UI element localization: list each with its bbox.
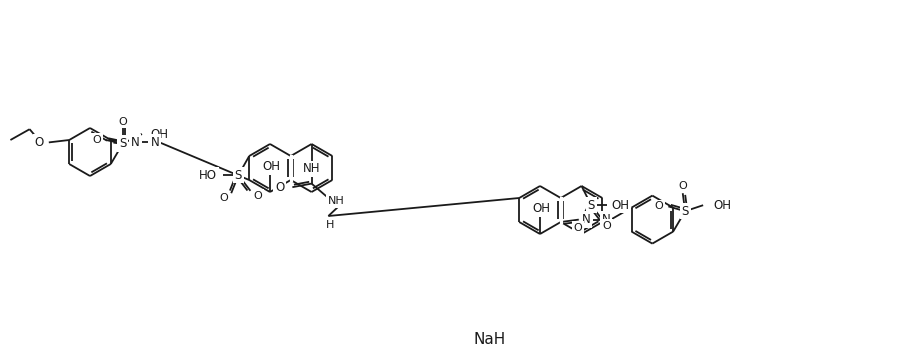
Text: S: S	[234, 169, 242, 182]
Text: O: O	[678, 181, 687, 191]
Text: S: S	[681, 205, 689, 218]
Text: O: O	[654, 201, 664, 211]
Text: S: S	[587, 199, 594, 212]
Text: O: O	[253, 191, 262, 201]
Text: H: H	[326, 220, 334, 230]
Text: O: O	[603, 221, 611, 231]
Text: OH: OH	[532, 203, 550, 216]
Text: OH: OH	[150, 127, 168, 140]
Text: O: O	[34, 136, 43, 149]
Text: O: O	[92, 135, 101, 145]
Text: O: O	[118, 117, 127, 127]
Text: HO: HO	[199, 169, 217, 182]
Text: N: N	[602, 213, 610, 226]
Text: NH: NH	[328, 196, 345, 206]
Text: N: N	[150, 136, 160, 149]
Text: OH: OH	[713, 199, 731, 212]
Text: OH: OH	[262, 160, 280, 174]
Text: NaH: NaH	[473, 333, 506, 347]
Text: S: S	[119, 137, 126, 150]
Text: O: O	[275, 181, 284, 194]
Text: O: O	[220, 193, 228, 203]
Text: N: N	[581, 213, 591, 226]
Text: OH: OH	[612, 199, 629, 212]
Text: O: O	[573, 223, 582, 233]
Text: NH: NH	[303, 163, 320, 175]
Text: N: N	[130, 136, 139, 149]
